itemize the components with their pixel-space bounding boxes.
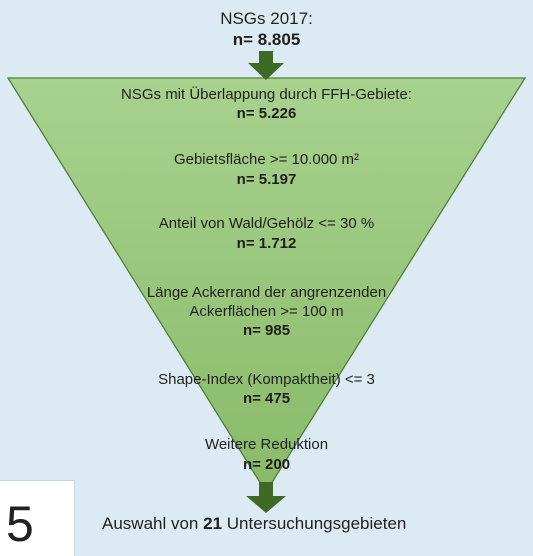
stage-3-count: n= 1.712 [236, 235, 297, 252]
stage-3-caption: Anteil von Wald/Gehölz <= 30 % [158, 215, 375, 232]
source-count: n= 8.805 [232, 30, 301, 49]
source-caption: NSGs 2017: [220, 9, 313, 28]
final-selection-prefix: Auswahl von [102, 514, 199, 533]
stage-5-caption: Shape-Index (Kompaktheit) <= 3 [158, 371, 375, 388]
stage-6-caption: Weitere Reduktion [204, 436, 329, 453]
stage-2-count: n= 5.197 [236, 171, 297, 188]
corner-box [0, 480, 75, 556]
stage-1-count: n= 5.226 [236, 105, 297, 122]
stage-2-caption: Gebietsfläche >= 10.000 m² [173, 151, 360, 168]
corner-number: 5 [6, 496, 34, 552]
final-selection-text: Auswahl von 21 Untersuchungsgebieten [102, 515, 406, 533]
stage-6-count: n= 200 [242, 456, 291, 473]
stage-4-count: n= 985 [242, 322, 291, 339]
stage-4-caption-line-1: Länge Ackerrand der angrenzenden [146, 284, 387, 301]
final-selection-number: 21 [203, 514, 223, 533]
stage-4-caption-line-2: Ackerflächen >= 100 m [189, 303, 344, 320]
stage-1-caption: NSGs mit Überlappung durch FFH-Gebiete: [121, 86, 412, 103]
final-selection-suffix: Untersuchungsgebieten [226, 514, 407, 533]
top-arrow-icon [248, 51, 284, 80]
bottom-arrow-icon [246, 482, 286, 513]
stage-5-count: n= 475 [242, 390, 291, 407]
